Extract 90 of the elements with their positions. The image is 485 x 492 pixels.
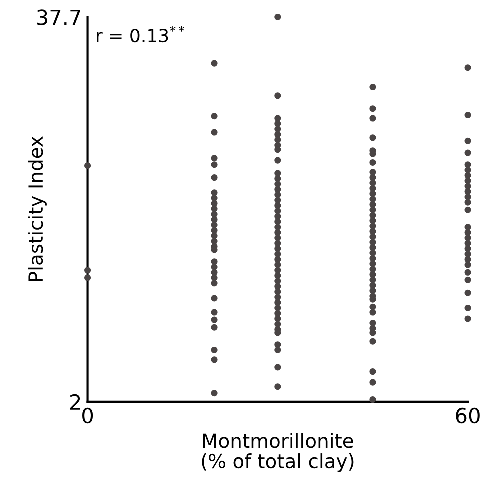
point — [370, 304, 376, 310]
point — [274, 92, 282, 100]
point — [211, 162, 218, 168]
point — [464, 138, 472, 144]
point — [464, 150, 472, 156]
point — [211, 200, 218, 207]
point — [464, 172, 472, 179]
point — [211, 280, 218, 287]
point — [274, 181, 282, 188]
point — [274, 234, 282, 242]
point — [84, 162, 92, 170]
point — [274, 146, 282, 154]
point — [211, 60, 218, 67]
point — [274, 316, 282, 322]
point — [464, 230, 472, 236]
point — [211, 222, 218, 228]
point — [370, 180, 376, 186]
point — [274, 230, 282, 236]
point — [211, 155, 218, 162]
point — [370, 134, 376, 142]
point — [274, 300, 282, 306]
point — [464, 256, 472, 263]
annotation: r = 0.13$^{**}$ — [97, 26, 185, 43]
point — [370, 276, 376, 284]
y-tick-label: 2 — [70, 394, 80, 410]
point — [464, 112, 472, 119]
point — [464, 269, 472, 276]
point — [274, 157, 282, 164]
point — [211, 174, 218, 182]
point — [464, 199, 472, 206]
point — [274, 346, 282, 354]
point — [370, 250, 376, 256]
y-axis-title: Plasticity Index — [28, 136, 47, 282]
x-tick-label: 0 — [82, 408, 94, 424]
point — [464, 194, 472, 200]
point — [211, 346, 218, 354]
point — [464, 167, 472, 174]
point — [370, 206, 376, 214]
point — [370, 379, 376, 386]
point — [211, 269, 218, 276]
point — [274, 251, 282, 258]
point — [464, 304, 472, 312]
point — [274, 304, 282, 312]
point — [274, 202, 282, 210]
point — [211, 264, 218, 271]
point — [274, 384, 282, 390]
point — [370, 338, 376, 345]
point — [464, 290, 472, 296]
point — [211, 316, 218, 324]
point — [211, 129, 218, 136]
x-axis-title: Montmorillonite (% of total clay) — [202, 433, 354, 472]
point — [274, 208, 282, 214]
point — [464, 316, 472, 322]
point — [84, 274, 92, 282]
point — [464, 262, 472, 268]
point — [370, 396, 376, 404]
point — [274, 213, 282, 220]
point — [370, 84, 376, 91]
x-tick-label: 60 — [456, 408, 480, 424]
point — [211, 227, 218, 234]
point — [274, 364, 282, 371]
point — [274, 14, 282, 20]
point — [370, 228, 376, 235]
point — [464, 64, 472, 72]
point — [464, 206, 472, 214]
point — [274, 256, 282, 263]
point — [274, 126, 282, 133]
y-tick-label: 37.7 — [37, 10, 80, 26]
point — [370, 106, 376, 112]
point — [211, 356, 218, 364]
point — [464, 276, 472, 284]
point — [370, 330, 376, 336]
point — [370, 255, 376, 262]
point — [274, 131, 282, 138]
point — [464, 234, 472, 242]
point — [370, 309, 376, 316]
point — [274, 283, 282, 290]
point — [274, 267, 282, 274]
point — [370, 115, 376, 122]
point — [274, 278, 282, 285]
point — [211, 324, 218, 331]
point — [211, 113, 218, 120]
point — [370, 159, 376, 166]
point — [274, 186, 282, 193]
point — [84, 267, 92, 274]
point — [211, 390, 218, 397]
point — [211, 309, 218, 316]
point — [370, 368, 376, 376]
point — [370, 201, 376, 208]
point — [211, 295, 218, 302]
